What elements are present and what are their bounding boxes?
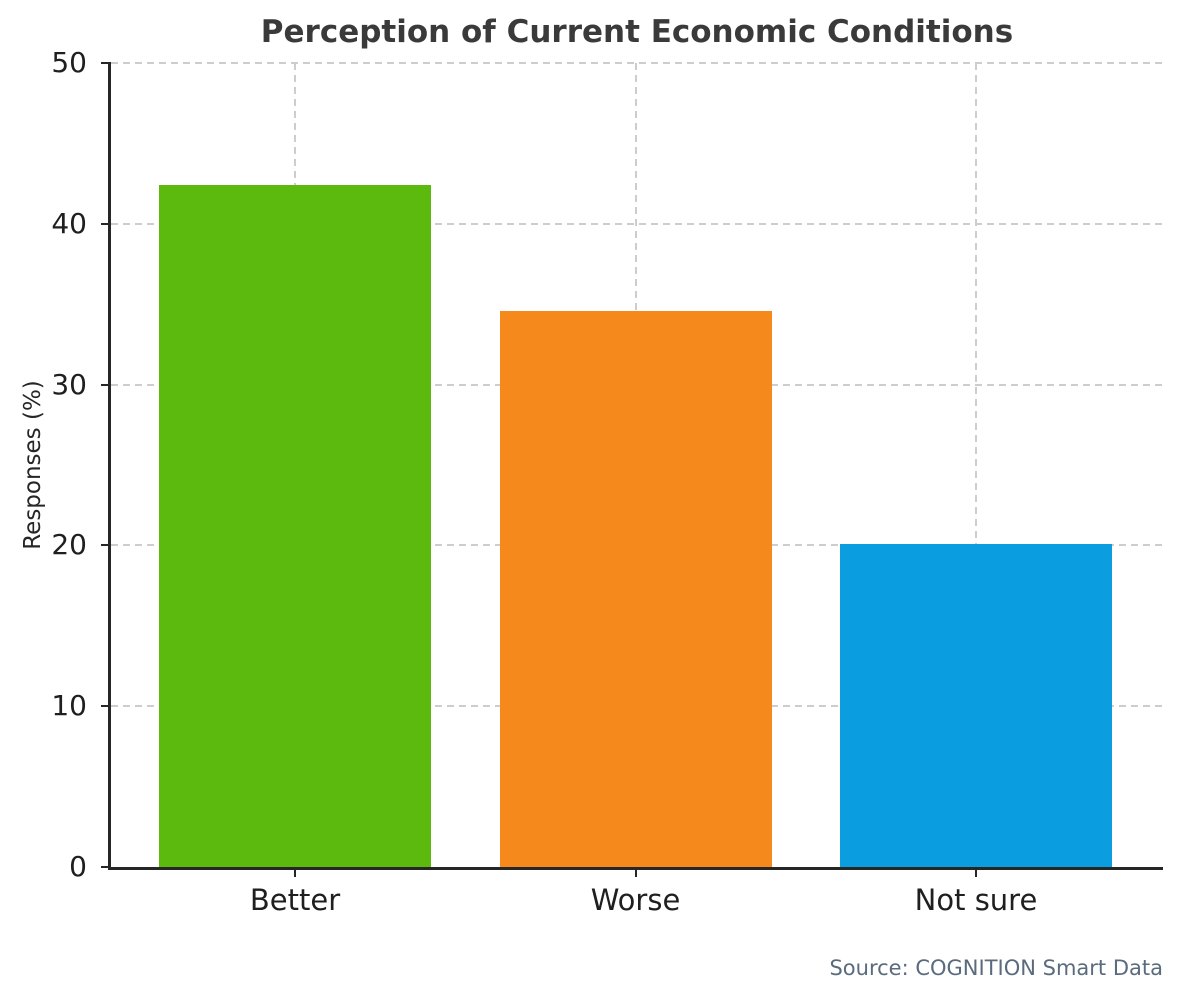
y-tick-label: 50 — [51, 46, 87, 79]
y-tick-label: 20 — [51, 528, 87, 562]
y-axis-label: Responses (%) — [20, 380, 46, 550]
bar-worse — [499, 310, 772, 867]
y-tick-label: 40 — [51, 206, 87, 240]
gridline-horizontal — [111, 62, 1163, 64]
chart-title: Perception of Current Economic Condition… — [260, 14, 1014, 50]
x-tick-label: Worse — [590, 883, 681, 917]
x-tick-label: Better — [249, 883, 341, 917]
x-tick-mark — [975, 867, 977, 877]
y-tick-mark — [101, 383, 111, 386]
x-tick-mark — [294, 867, 296, 877]
x-axis-spine — [108, 867, 1163, 870]
y-tick-mark — [101, 705, 111, 708]
gridline-vertical — [975, 63, 977, 867]
y-tick-mark — [101, 866, 111, 868]
source-caption: Source: COGNITION Smart Data — [829, 956, 1163, 980]
y-axis-spine — [108, 63, 111, 870]
gridline-horizontal — [111, 222, 1163, 225]
y-tick-mark — [101, 62, 111, 64]
x-tick-mark — [634, 867, 637, 877]
bar-not-sure — [840, 543, 1112, 867]
y-tick-mark — [101, 222, 111, 225]
y-tick-label: 30 — [51, 367, 87, 401]
y-tick-label: 10 — [51, 689, 87, 723]
x-tick-label: Not sure — [914, 883, 1038, 917]
y-tick-label: 0 — [69, 850, 87, 883]
y-tick-mark — [101, 544, 111, 547]
bar-better — [159, 185, 431, 867]
